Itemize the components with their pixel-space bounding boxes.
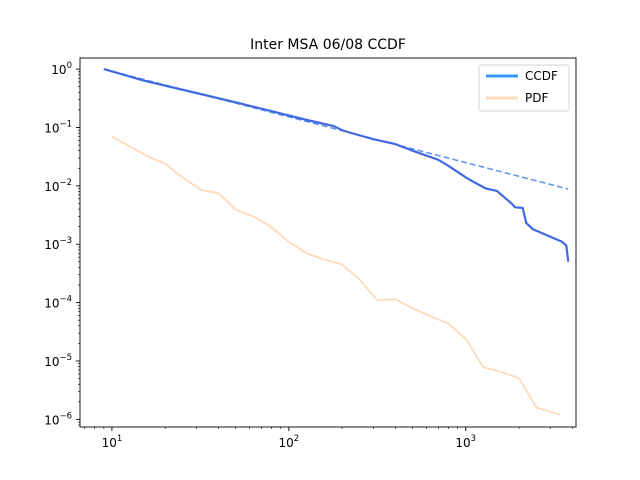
series-line-pdf: [111, 135, 561, 416]
x-tick-label-base: 10: [102, 436, 117, 450]
y-tick-label: 10−5: [44, 353, 72, 369]
y-tick-label-exponent: −4: [59, 295, 72, 305]
x-tick-label-base: 10: [455, 436, 470, 450]
x-tick-label-exponent: 1: [117, 434, 122, 444]
y-tick-label-exponent: −2: [59, 178, 72, 188]
chart-title: Inter MSA 06/08 CCDF: [250, 37, 406, 53]
y-tick-label-base: 10: [44, 297, 59, 311]
legend: CCDF PDF: [478, 64, 570, 112]
y-tick-label: 100: [51, 61, 72, 77]
y-tick-label: 10−2: [44, 178, 72, 194]
y-tick-label-exponent: 0: [67, 61, 72, 71]
x-tick-label-exponent: 3: [471, 434, 476, 444]
y-tick-label-base: 10: [44, 180, 59, 194]
y-tick-label: 10−6: [44, 411, 72, 427]
x-tick-label: 101: [102, 434, 123, 450]
y-tick-label-exponent: −1: [59, 119, 72, 129]
y-tick-label-exponent: −6: [59, 411, 72, 421]
x-tick-label-base: 10: [278, 436, 293, 450]
y-tick-label-exponent: −5: [59, 353, 72, 363]
y-tick-label-base: 10: [44, 413, 59, 427]
y-tick-label: 10−4: [44, 295, 72, 311]
y-tick-label: 10−1: [44, 119, 72, 135]
legend-label-ccdf: CCDF: [525, 69, 558, 83]
series-line-power-law-fit: [103, 68, 569, 190]
y-tick-label: 10−3: [44, 236, 72, 252]
series-layer: [103, 68, 570, 416]
x-tick-label-exponent: 2: [294, 434, 299, 444]
y-tick-label-exponent: −3: [59, 236, 72, 246]
y-tick-label-base: 10: [44, 238, 59, 252]
plot-frame: [79, 57, 577, 428]
x-tick-label: 103: [455, 434, 476, 450]
legend-label-pdf: PDF: [525, 91, 548, 105]
y-tick-label-base: 10: [44, 121, 59, 135]
x-tick-label: 102: [278, 434, 299, 450]
series-line-ccdf: [103, 68, 570, 262]
y-tick-label-base: 10: [44, 355, 59, 369]
y-tick-label-base: 10: [51, 63, 66, 77]
